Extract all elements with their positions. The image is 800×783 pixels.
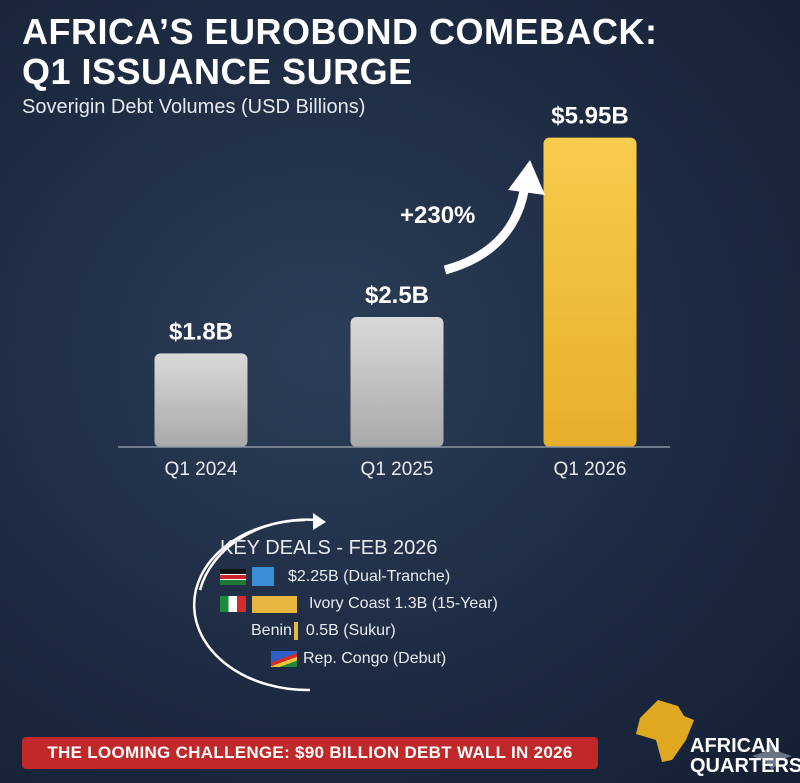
deal-label: $2.25B (Dual-Tranche): [288, 567, 451, 585]
circular-arrow-top: [198, 518, 319, 591]
africa-map-logo: [636, 700, 694, 762]
deal-label: Ivory Coast 1.3B (15-Year): [309, 595, 498, 612]
deal-color-swatch: [293, 622, 298, 640]
debt-wall-banner: THE LOOMING CHALLENGE: $90 BILLION DEBT …: [22, 737, 598, 769]
deal-ivory-coast: Ivory Coast 1.3B (15-Year): [220, 595, 498, 613]
bar-q1-2024: [154, 353, 248, 447]
bar-q1-2026: [543, 137, 637, 447]
circular-arrow-head: [313, 513, 326, 530]
title-line-2: Q1 ISSUANCE SURGE: [22, 51, 413, 92]
data-label: $2.5B: [365, 282, 429, 309]
data-label: $1.8B: [169, 318, 233, 345]
bar-q1-2025: [350, 317, 444, 447]
deal-rep-congo: Rep. Congo (Debut): [271, 650, 446, 668]
logo-line-1: AFRICAN: [690, 735, 780, 757]
deal-kenya: $2.25B (Dual-Tranche): [220, 567, 450, 586]
deal-benin: Benin 0.5B (Sukur): [251, 622, 396, 640]
growth-arrow-head: [508, 160, 545, 195]
deal-country: Benin: [251, 622, 292, 639]
page-title: AFRICA’S EUROBOND COMEBACK: Q1 ISSUANCE S…: [22, 12, 658, 92]
deal-color-swatch: [252, 567, 274, 586]
category-label: Q1 2024: [165, 459, 238, 480]
deal-label: 0.5B (Sukur): [305, 622, 396, 639]
deal-color-swatch: [252, 595, 297, 613]
rep-congo-flag-icon: [271, 651, 297, 667]
key-deals-title: KEY DEALS - FEB 2026: [220, 537, 438, 559]
deal-label: Rep. Congo (Debut): [303, 650, 447, 667]
subtitle: Soverigin Debt Volumes (USD Billions): [22, 96, 366, 118]
category-label: Q1 2026: [554, 459, 627, 480]
sparkle-icon: [752, 742, 792, 770]
growth-annotation: +230%: [400, 202, 476, 229]
kenya-flag-icon: [220, 568, 246, 585]
brand-logo-text: AFRICAN QUARTERS: [690, 736, 800, 776]
ivory-coast-flag-icon: [220, 596, 246, 612]
title-line-1: AFRICA’S EUROBOND COMEBACK:: [22, 11, 658, 52]
category-label: Q1 2025: [361, 459, 434, 480]
growth-arrow: [443, 184, 530, 275]
data-label: $5.95B: [551, 103, 628, 130]
logo-line-2: QUARTERS: [690, 755, 800, 777]
